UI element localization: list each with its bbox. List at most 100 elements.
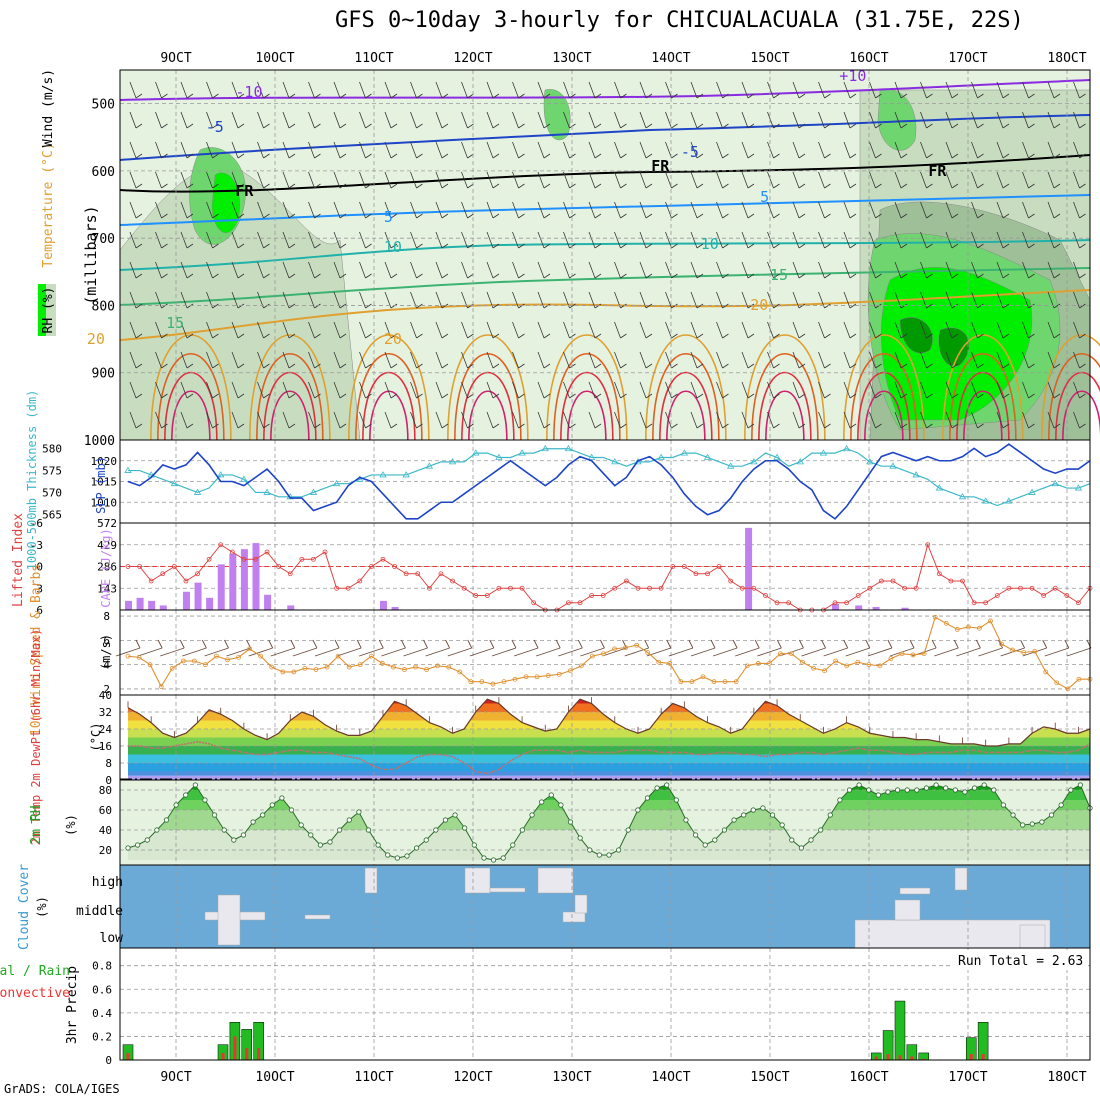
wind-barb [206, 351, 213, 369]
wind-barb [543, 123, 551, 129]
temp-tick: 0 [105, 774, 112, 787]
precip-convective-bar [981, 1054, 985, 1060]
rh-point [731, 817, 737, 823]
wind-barb [767, 321, 774, 339]
wind-barb [996, 81, 1004, 99]
wind-barb [741, 231, 749, 249]
wind-barb [926, 243, 933, 249]
rh-point [567, 819, 574, 825]
wind-speed-point [888, 656, 894, 661]
wind-barb [614, 111, 621, 129]
wind-barb [951, 243, 959, 249]
temp-band [128, 699, 1090, 704]
wind-barb [594, 393, 602, 399]
lifted-index-point [322, 549, 328, 555]
wind-speed-point [302, 665, 308, 671]
wind-barb [492, 153, 500, 159]
wind-speed-point [258, 653, 264, 659]
wind-barb [773, 153, 780, 159]
wind-barb [543, 183, 551, 189]
wind-barb [486, 81, 494, 99]
rh-point [769, 812, 776, 818]
wind-barb [894, 141, 902, 159]
wind-barb [824, 273, 831, 279]
wind-barb [537, 321, 545, 339]
temp-band [128, 703, 1090, 712]
wind-barb [792, 321, 800, 339]
wind-barb [588, 201, 596, 219]
wind-barb [161, 213, 168, 219]
wind-barb-10m [735, 647, 760, 657]
wind-speed-point [910, 652, 916, 658]
wind-barb [767, 141, 774, 159]
wind-barb [747, 93, 755, 99]
wind-barb [359, 351, 366, 369]
wind-barb [645, 333, 653, 339]
wind-barb-10m [491, 647, 517, 657]
cape-bar [901, 607, 909, 610]
contour-label: 15 [166, 314, 184, 332]
wind-barb [741, 381, 749, 399]
rh-point [760, 805, 766, 811]
wind-barb [665, 111, 672, 129]
wind-barb [645, 243, 653, 249]
wind-barb [818, 171, 825, 189]
wind-barb [461, 171, 468, 189]
wind-barb [945, 351, 953, 369]
wind-speed-point [678, 679, 684, 685]
wind-barb [716, 141, 723, 159]
wind-barb [926, 393, 933, 399]
lifted-index-point [705, 571, 710, 577]
wind-barb [773, 93, 780, 99]
wind-barb [977, 273, 984, 279]
wind-barb [486, 351, 494, 369]
pressure-tick: 700 [92, 232, 115, 247]
wind-barb [263, 303, 270, 309]
wind-barb [920, 381, 927, 399]
rh-point [394, 855, 400, 861]
cape-bar [206, 597, 214, 610]
rh-point [683, 817, 689, 823]
cloud-level-label: high [92, 875, 123, 890]
wind-barb [212, 243, 219, 249]
wind-barb [614, 81, 621, 99]
wind-barb [665, 231, 672, 249]
wind-barb-10m [533, 639, 539, 649]
rh-point [423, 837, 429, 843]
rh-point [375, 842, 381, 848]
wind-barb [614, 321, 621, 339]
wind-barb [384, 201, 392, 219]
wind-barb [1079, 93, 1086, 99]
rh-point [250, 819, 256, 825]
rh-point [644, 795, 651, 801]
wind-speed-point [623, 645, 628, 651]
wind-barb [588, 411, 596, 429]
contour-label: -5 [681, 143, 699, 161]
wind-barb [333, 81, 341, 99]
wind-barb [849, 243, 857, 249]
wind-barb-10m [931, 639, 937, 649]
wind-barb [1073, 201, 1080, 219]
wind-barb [926, 423, 933, 429]
wind-barb-10m [975, 639, 981, 649]
wind-panel [115, 610, 1093, 695]
thickness-line [128, 448, 1091, 507]
wind-barb [492, 423, 500, 429]
wind-barb [671, 243, 678, 249]
wind-barb [288, 333, 296, 339]
isotherm-warm [270, 390, 310, 441]
wind-barb [588, 321, 596, 339]
wind-barb-10m [823, 647, 848, 657]
wind-barb [690, 141, 698, 159]
legend-temperature: Temperature (°C) [41, 142, 56, 267]
wind-barb [716, 261, 723, 279]
wind-barb [563, 321, 570, 339]
wind-speed-point [191, 658, 197, 664]
wind-barb [129, 171, 137, 189]
wind-barb [314, 153, 321, 159]
time-label-bottom: 10OCT [255, 1070, 294, 1085]
cape-tick: 572 [97, 517, 117, 530]
wind-barb [410, 171, 417, 189]
wind-barb [365, 393, 372, 399]
wind-barb [492, 183, 500, 189]
